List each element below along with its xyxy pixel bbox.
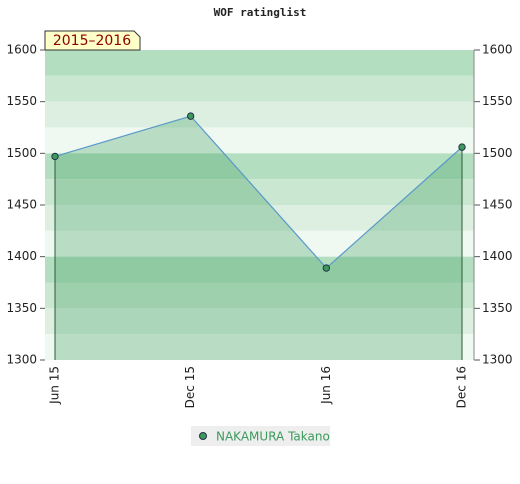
y-tick-label: 1400 [6,249,37,263]
y2-tick-label: 1500 [482,146,513,160]
x-tick-label: Dec 15 [183,366,197,408]
y-tick-label: 1500 [6,146,37,160]
band [45,334,474,360]
band [45,230,474,257]
plot-bands [45,50,474,360]
x-tick-label: Dec 16 [455,366,469,408]
band [45,127,474,154]
badge: 2015–2016 [53,33,131,49]
y2-tick-label: 1350 [482,301,513,315]
band [45,256,474,283]
badge-box [44,30,141,51]
band [45,308,474,335]
band [45,282,474,309]
x-tick-label: Jun 16 [319,366,333,405]
y-tick-label: 1350 [6,301,37,315]
plot [51,112,466,360]
y2-tick-label: 1450 [482,198,513,212]
y2-tick-label: 1300 [482,353,513,367]
y-tick-label: 1300 [6,353,37,367]
y-tick-label: 1550 [6,94,37,108]
chart-title: WOF ratinglist [214,6,307,19]
y-tick-label: 1450 [6,198,37,212]
x-tick-label: Jun 15 [48,366,62,405]
y2-tick-label: 1400 [482,249,513,263]
band [45,205,474,231]
marker [458,143,466,151]
line [54,115,463,269]
legend-box [191,426,330,446]
marker [186,112,195,120]
y2-tick-label: 1550 [482,94,513,108]
band [45,153,474,180]
y2-tick-label: 1600 [482,43,513,57]
marker [51,152,59,161]
marker [322,264,331,272]
area [55,116,462,360]
band [45,50,474,76]
legend-label: NAKAMURA Takano [216,430,330,444]
band [45,101,474,128]
y-tick-label: 1600 [6,43,37,57]
band [45,75,474,102]
legend-marker [199,432,207,440]
